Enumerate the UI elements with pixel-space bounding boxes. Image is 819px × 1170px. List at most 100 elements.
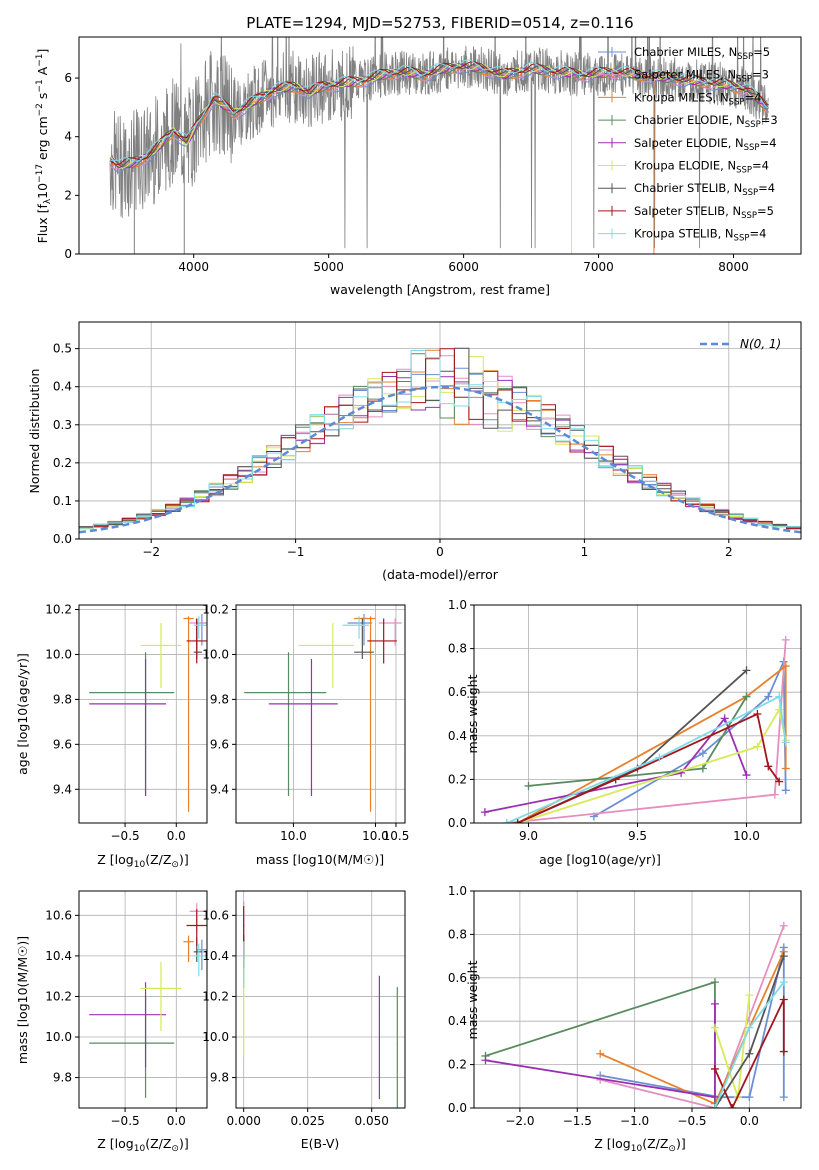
weight-marker — [710, 999, 719, 1008]
tick-label-y: 0.8 — [448, 927, 467, 941]
tick-label-y: 0.0 — [448, 1101, 467, 1115]
tick-label-y: 9.8 — [53, 692, 72, 706]
panel-mass_vs_ebv: 0.000 0.025 0.050 9.8 10.0 10.2 10.4 10.6 E(B-V) — [202, 890, 406, 1151]
tick-label-y: 10.2 — [45, 602, 72, 616]
tick-label-x: 0.0 — [167, 1114, 186, 1128]
tick-label-y: 1.0 — [448, 884, 467, 898]
x-axis-label: E(B-V) — [301, 1136, 340, 1151]
weight-marker — [710, 1023, 719, 1032]
weight-marker — [770, 790, 779, 799]
tick-label-y: 0.1 — [53, 494, 72, 508]
plot-area — [89, 613, 207, 812]
tick-label-x: −1.0 — [620, 1114, 649, 1128]
weight-marker — [524, 781, 533, 790]
x-axis-label: age [log10(age/yr)] — [539, 852, 661, 867]
model-line-salpeter-stelib — [109, 61, 769, 165]
plot-area — [109, 37, 769, 254]
tick-label-y: 10.2 — [202, 602, 229, 616]
legend-entry: Salpeter MILES, NSSP=3 — [634, 68, 769, 85]
weight-marker — [698, 764, 707, 773]
tick-label-x: 0.025 — [291, 1114, 325, 1128]
model-line-kroupa-elodie — [109, 63, 769, 169]
weight-marker — [742, 771, 751, 780]
tick-label-y: 0 — [64, 247, 72, 261]
y-axis-label: Normed distribution — [27, 369, 42, 494]
tick-label-y: 0.0 — [53, 532, 72, 546]
weight-marker — [745, 1093, 754, 1102]
normal-reference-curve — [79, 385, 801, 534]
tick-label-x: 0.0 — [740, 1114, 759, 1128]
tick-label-x: 0.0 — [167, 829, 186, 843]
weight-marker — [779, 1047, 788, 1056]
weight-marker — [710, 1093, 719, 1102]
tick-label-y: 10.6 — [45, 908, 72, 922]
weight-line-chabrier-stelib — [517, 669, 748, 823]
tick-label-y: 0.4 — [448, 1014, 467, 1028]
x-axis-label: Z [log10(Z/Z⊙)] — [97, 1136, 188, 1154]
weight-marker — [745, 1049, 754, 1058]
weight-marker — [779, 952, 788, 961]
tick-label-x: 6000 — [448, 260, 479, 274]
tick-label-x: 5000 — [313, 260, 344, 274]
legend-entry: Kroupa ELODIE, NSSP=4 — [634, 159, 769, 176]
weight-marker — [753, 742, 762, 751]
tick-label-y: 10.4 — [202, 949, 229, 963]
tick-label-y: 0.2 — [448, 1058, 467, 1072]
tick-label-x: 9.0 — [519, 829, 538, 843]
legend-entry: Chabrier ELODIE, NSSP=3 — [634, 113, 778, 130]
tick-label-y: 1.0 — [448, 598, 467, 612]
tick-label-y: 0.6 — [448, 971, 467, 985]
weight-marker — [728, 1104, 737, 1108]
tick-label-y: 10.0 — [202, 1030, 229, 1044]
tick-label-y: 10.0 — [202, 647, 229, 661]
panel-histogram: −2 −1 0 1 2 0.0 0.1 0.2 0.3 0.4 0.5 N(0, 1) (data-mo… — [27, 321, 802, 582]
tick-label-y: 9.4 — [53, 782, 72, 796]
tick-label-x: 10.0 — [280, 829, 307, 843]
spectrum-legend: Chabrier MILES, NSSP=5 Salpeter MILES, NS… — [598, 45, 778, 244]
tick-label-x: −0.5 — [111, 829, 140, 843]
tick-label-y: 0.6 — [448, 685, 467, 699]
weight-marker — [745, 991, 754, 1000]
tick-label-x: 7000 — [583, 260, 614, 274]
tick-label-y: 10.0 — [45, 647, 72, 661]
panel-mass_vs_Z: −0.5 0.0 9.8 10.0 10.2 10.4 10.6 Z [log10(Z/Z⊙)… — [15, 890, 208, 1154]
weight-line-salpeter-miles — [599, 925, 785, 1108]
x-axis-label: wavelength [Angstrom, rest frame] — [330, 282, 550, 297]
tick-label-x: 8000 — [718, 260, 749, 274]
weight-marker — [781, 635, 790, 644]
tick-label-y: 9.8 — [210, 692, 229, 706]
tick-label-y: 0.0 — [448, 816, 467, 830]
figure-title: PLATE=1294, MJD=52753, FIBERID=0514, z=0… — [246, 14, 633, 32]
tick-label-x: 0.000 — [227, 1114, 261, 1128]
tick-label-y: 9.4 — [210, 782, 229, 796]
weight-marker — [781, 662, 790, 671]
axes-frame — [473, 890, 802, 1109]
tick-label-x: −2.0 — [505, 1114, 534, 1128]
axes-frame — [235, 604, 406, 824]
tick-label-x: −1.5 — [563, 1114, 592, 1128]
weight-marker — [781, 738, 790, 747]
weight-marker — [764, 762, 773, 771]
tick-label-y: 0.5 — [53, 342, 72, 356]
y-axis-label: age [log10(age/yr)] — [15, 653, 30, 775]
weight-marker — [720, 714, 729, 723]
weight-marker — [779, 921, 788, 930]
histogram-kroupa-stelib — [79, 350, 801, 529]
weight-line-salpeter-stelib — [517, 712, 780, 823]
plot-area — [480, 635, 790, 823]
weight-marker — [779, 995, 788, 1004]
tick-label-y: 0.2 — [53, 456, 72, 470]
tick-label-y: 10.0 — [45, 1030, 72, 1044]
y-axis-label: Flux [fλ10−17 erg cm−2 s−1 A−1] — [35, 49, 53, 244]
legend-entry: Salpeter STELIB, NSSP=5 — [634, 204, 774, 221]
weight-marker — [480, 808, 489, 817]
legend-entry: Chabrier MILES, NSSP=5 — [634, 45, 770, 62]
tick-label-y: 0.2 — [448, 772, 467, 786]
tick-label-y: 10.2 — [45, 989, 72, 1003]
tick-label-x: −0.5 — [677, 1114, 706, 1128]
plot-area — [79, 347, 801, 534]
weight-marker — [502, 819, 511, 823]
y-axis-label: mass weight — [465, 960, 480, 1039]
tick-label-y: 10.4 — [45, 949, 72, 963]
weight-line-kroupa-stelib — [506, 695, 787, 823]
